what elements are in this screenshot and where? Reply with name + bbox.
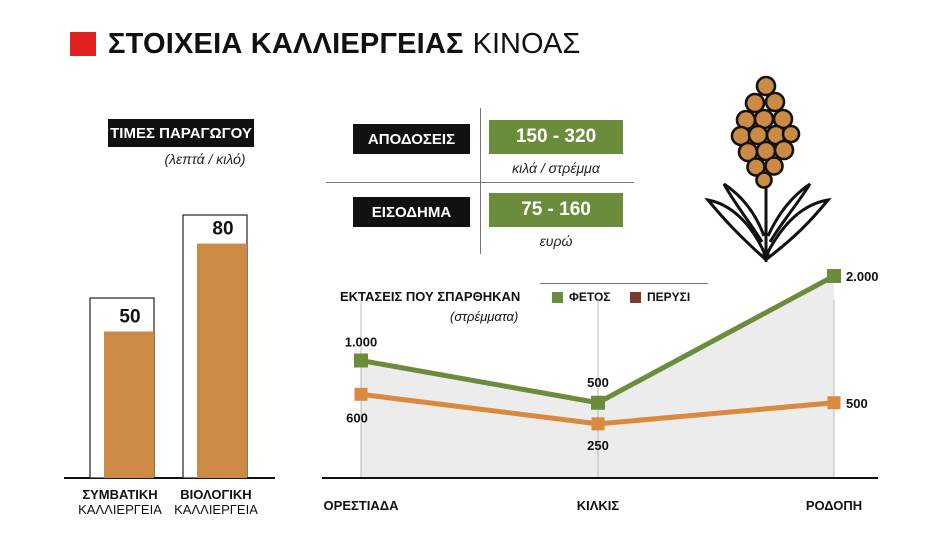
yield-label: ΑΠΟΔΟΣΕΙΣ xyxy=(353,124,470,154)
area-fill xyxy=(361,276,834,478)
series-point xyxy=(354,353,368,368)
areas-label: ΕΚΤΑΣΕΙΣ ΠΟΥ ΣΠΑΡΘΗΚΑΝ xyxy=(340,289,521,304)
page-title: ΣΤΟΙΧΕΙΑ ΚΑΛΛΙΕΡΓΕΙΑΣ ΚΙΝΟΑΣ xyxy=(70,24,580,64)
x-tick-label: ΚΙΛΚΙΣ xyxy=(577,498,620,513)
data-label: 500 xyxy=(587,375,609,390)
series-point xyxy=(827,396,841,410)
bar xyxy=(197,243,247,478)
bar-value-label: 80 xyxy=(212,219,233,240)
stats-divider-horizontal xyxy=(326,182,634,183)
legend-divider xyxy=(540,283,708,284)
series-point xyxy=(591,395,605,410)
bar-value-label: 50 xyxy=(119,307,140,328)
yield-value: 150 - 320 xyxy=(489,120,623,154)
prices-bar-chart: 50 80 xyxy=(64,214,275,479)
prices-unit: (λεπτά / κιλό) xyxy=(164,151,246,167)
income-unit: ευρώ xyxy=(539,233,573,249)
data-label: 500 xyxy=(846,396,868,411)
x-tick-label: ΟΡΕΣΤΙΑΔΑ xyxy=(324,498,400,513)
bar-category-1: ΒΙΟΛΟΓΙΚΗ ΚΑΛΛΙΕΡΓΕΙΑ xyxy=(166,487,266,517)
series-point xyxy=(354,387,368,401)
legend-item-last-year: ΠΕΡΥΣΙ xyxy=(630,290,690,304)
series-point xyxy=(591,417,605,431)
quinoa-plant-icon xyxy=(704,75,832,262)
bar-category-1-line2: ΚΑΛΛΙΕΡΓΕΙΑ xyxy=(174,502,258,517)
bar-category-0-line1: ΣΥΜΒΑΤΙΚΗ xyxy=(82,487,158,502)
x-tick-label: ΡΟΔΟΠΗ xyxy=(806,498,862,513)
series-point xyxy=(827,269,841,283)
income-value: 75 - 160 xyxy=(489,193,623,227)
data-label: 600 xyxy=(346,410,368,425)
title-bold: ΣΤΟΙΧΕΙΑ ΚΑΛΛΙΕΡΓΕΙΑΣ xyxy=(108,27,464,60)
bar-category-0: ΣΥΜΒΑΤΙΚΗ ΚΑΛΛΙΕΡΓΕΙΑ xyxy=(70,487,170,517)
data-label: 1.000 xyxy=(345,335,378,350)
legend-label-last-year: ΠΕΡΥΣΙ xyxy=(647,290,691,304)
yield-unit: κιλά / στρέμμα xyxy=(512,160,600,176)
stats-divider-vertical xyxy=(480,108,481,254)
bar-category-1-line1: ΒΙΟΛΟΓΙΚΗ xyxy=(180,487,252,502)
data-label: 250 xyxy=(587,438,609,453)
data-label: 2.000 xyxy=(846,269,879,284)
legend-swatch-last-year xyxy=(630,291,641,303)
title-light: ΚΙΝΟΑΣ xyxy=(472,27,581,60)
legend-swatch-this-year xyxy=(552,291,563,303)
bar xyxy=(104,331,154,478)
legend-item-this-year: ΦΕΤΟΣ xyxy=(552,290,611,304)
prices-label: ΤΙΜΕΣ ΠΑΡΑΓΩΓΟΥ xyxy=(108,119,254,147)
legend-label-this-year: ΦΕΤΟΣ xyxy=(569,290,611,304)
bar-category-0-line2: ΚΑΛΛΙΕΡΓΕΙΑ xyxy=(78,502,162,517)
areas-unit: (στρέμματα) xyxy=(450,309,519,324)
income-label: ΕΙΣΟΔΗΜΑ xyxy=(353,197,470,227)
title-red-square xyxy=(70,32,96,56)
